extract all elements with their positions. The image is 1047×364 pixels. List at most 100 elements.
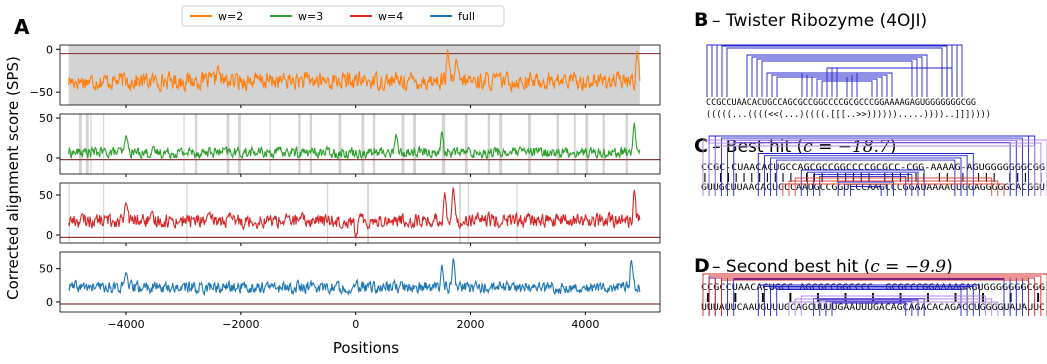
panel-d-title-math: c = −9.9 — [870, 257, 946, 277]
series-line-w2 — [68, 49, 641, 94]
shaded-region-w3 — [361, 114, 365, 174]
x-tick-label: −2000 — [222, 318, 259, 331]
shaded-region-w3 — [527, 114, 531, 174]
base-pair-arc — [714, 277, 1036, 316]
y-tick-label: 50 — [39, 189, 53, 202]
shaded-region-w3 — [103, 114, 105, 174]
shaded-region-w4 — [516, 183, 518, 243]
base-pair-arc — [831, 302, 907, 316]
panel-c-top-sequence: CCGC-CUAACACUGCCAGCGCCGGCCCCGCGCC-CGG-AA… — [701, 162, 1045, 172]
y-tick-label: −50 — [30, 86, 53, 99]
subplot-frame-w4 — [59, 182, 661, 244]
base-pair-arc — [721, 45, 948, 97]
base-pair-arc — [819, 299, 919, 316]
x-axis-label: Positions — [333, 339, 399, 357]
shaded-region-w3 — [309, 114, 313, 174]
base-pair-arc — [751, 56, 923, 97]
base-pair-arc — [788, 301, 999, 316]
base-pair-arc — [770, 157, 962, 196]
base-pair-arc — [849, 186, 882, 196]
subplot-w2: 0 −50 — [30, 43, 661, 108]
panel-d-title: – Second best hit (c = −9.9) — [712, 257, 953, 277]
panel-d-top-sequence: CCGCCUAACACUGCC-AGCGCCGGCCCC--GCGCCCGGAA… — [701, 282, 1045, 292]
shaded-region-w3 — [194, 114, 198, 174]
series-line-w3 — [68, 122, 641, 161]
base-pair-arc — [733, 278, 1005, 316]
legend-label-w3: w=3 — [298, 10, 323, 23]
subplot-w4: 0 50 — [39, 182, 661, 246]
y-tick-label: 0 — [46, 229, 53, 242]
base-pair-arc — [816, 78, 878, 97]
base-pair-arc — [831, 67, 948, 97]
shaded-region-w3 — [487, 114, 491, 174]
base-pair-arc — [706, 44, 963, 97]
x-tick-label: −4000 — [107, 318, 144, 331]
panel-c-title-text: – Best hit ( — [712, 137, 803, 157]
shaded-region-w4 — [459, 183, 461, 243]
shaded-region-w3 — [269, 114, 271, 174]
subplot-full: 0 50 — [39, 251, 661, 315]
base-pair-arc — [800, 295, 987, 316]
shaded-region-w3 — [183, 114, 185, 174]
base-pair-arc — [776, 289, 962, 316]
y-tick-label: 0 — [46, 152, 53, 165]
legend-label-w4: w=4 — [378, 10, 403, 23]
shaded-region-w3 — [90, 114, 92, 174]
panel-b-sequence: CCGCCUAACACUGCCAGCGCCGGCCCCGCGCCCGGAAAAG… — [706, 97, 976, 107]
shaded-region-w2 — [68, 45, 640, 105]
panel-b-structure: (((((...((((<<(...)((((.[[[..>>))))))...… — [706, 109, 991, 119]
base-pair-arc — [794, 298, 993, 316]
base-pair-arc — [806, 74, 888, 97]
panel-d-title-close: ) — [946, 257, 953, 277]
shaded-region-w3 — [237, 114, 241, 174]
panel-b-title: – Twister Ribozyme (4OJI) — [712, 11, 927, 31]
base-pair-arc — [836, 67, 953, 97]
base-pair-arc — [819, 176, 907, 196]
shaded-region-w3 — [338, 114, 342, 174]
base-pair-arc — [702, 273, 1047, 316]
base-pair-arc — [757, 284, 980, 316]
base-pair-arc — [811, 76, 883, 97]
base-pair-arc — [711, 44, 958, 97]
base-pair-arc — [825, 301, 913, 316]
shaded-region-w4 — [103, 183, 105, 243]
panel-label-c: C — [694, 135, 708, 157]
shaded-region-w3 — [573, 114, 576, 174]
panel-c-bottom-sequence: GUUGCUUAACACUGCCAAUGCCGGUCCCAAGCCCGGAUAA… — [701, 182, 1045, 192]
legend-label-w2: w=2 — [218, 10, 243, 23]
base-pair-arc — [826, 67, 943, 97]
base-pair-arc — [782, 183, 1005, 196]
panel-d-bottom-sequence: UUUAUUCAAUGUUUGCAGCUUUUGAAUUUGACAGCAGACA… — [701, 302, 1045, 312]
base-pair-arc — [837, 181, 894, 196]
base-pair-arc — [763, 286, 974, 316]
shaded-region-w3 — [602, 114, 605, 174]
shaded-region-w4 — [467, 183, 469, 243]
panel-label-d: D — [694, 255, 710, 277]
shaded-region-w4 — [367, 183, 369, 243]
shaded-region-w3 — [464, 114, 468, 174]
base-pair-arc — [720, 137, 1023, 196]
shaded-region-w4 — [326, 183, 329, 243]
shaded-region-w4 — [68, 183, 70, 243]
base-pair-arc — [800, 169, 925, 196]
base-pair-arc — [813, 173, 913, 196]
y-tick-label: 0 — [46, 43, 53, 56]
shaded-region-w3 — [298, 114, 301, 174]
panel-c-title: – Best hit (c = −18.7) — [712, 137, 896, 157]
series-line-w4 — [68, 186, 641, 240]
x-axis: −4000 −2000 0 2000 4000 — [107, 318, 599, 331]
base-pair-arc — [733, 142, 1011, 196]
legend-frame — [181, 5, 505, 27]
y-tick-label: 50 — [39, 263, 53, 276]
base-pair-arc — [756, 58, 918, 97]
shaded-region-w3 — [499, 114, 503, 174]
shaded-region-w3 — [78, 114, 82, 174]
base-pair-arc — [788, 180, 999, 196]
legend: w=2 w=3 w=4 full — [181, 5, 505, 27]
base-pair-arc — [761, 60, 913, 97]
x-tick-label: 2000 — [457, 318, 485, 331]
y-tick-label: 50 — [39, 112, 53, 125]
x-tick-label: 4000 — [571, 318, 599, 331]
base-pair-arc — [813, 298, 925, 316]
